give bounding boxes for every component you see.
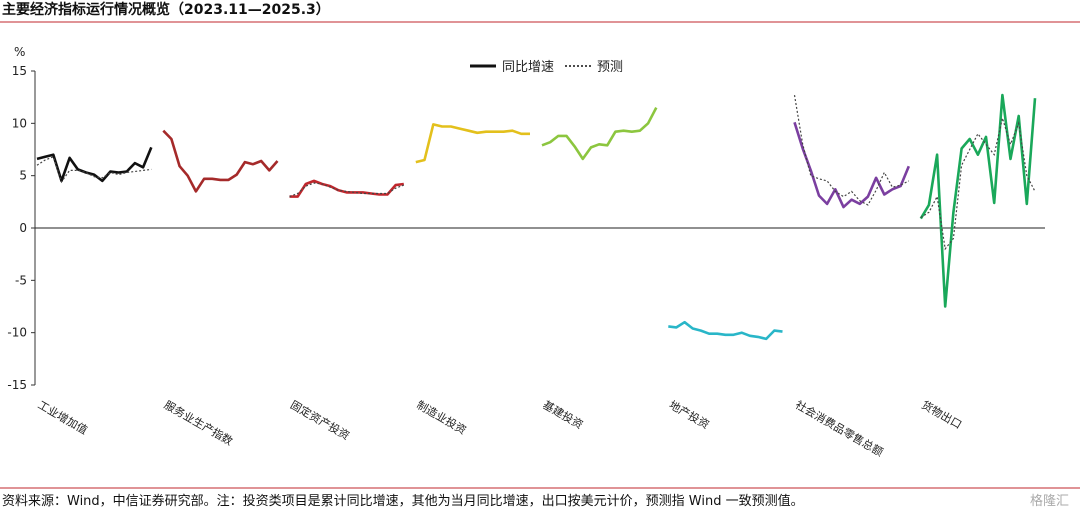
forecast-line [793,95,910,206]
y-tick-label: -15 [7,378,27,392]
series-line [36,146,153,183]
y-tick-label: 0 [19,221,27,235]
x-category-label: 地产投资 [667,397,712,431]
y-tick-label: 10 [12,116,27,130]
x-category-label: 制造业投资 [414,397,469,437]
watermark: 格隆汇 [1030,493,1069,509]
source-note: 资料来源：Wind，中信证券研究部。注：投资类项目是累计同比增速，其他为当月同比… [2,493,804,509]
series-line [668,320,783,341]
series-line [541,106,658,161]
y-tick-label: -5 [15,273,27,287]
x-category-label: 社会消费品零售总额 [793,397,886,459]
x-category-label: 固定资产投资 [288,397,352,442]
x-category-label: 基建投资 [541,397,586,431]
forecast-line [920,115,1036,251]
forecast-line [289,182,405,198]
y-tick-label: 5 [19,169,27,183]
series-line [162,129,279,193]
chart-title: 主要经济指标运行情况概览（2023.11—2025.3） [2,1,330,18]
x-category-label: 工业增加值 [36,397,91,437]
legend-label: 同比增速 [502,60,554,75]
legend-label: 预测 [597,60,623,75]
series-line [289,179,404,198]
x-category-label: 服务业生产指数 [162,397,236,448]
forecast-line [36,156,152,184]
y-tick-label: 15 [12,64,27,78]
y-tick-label: -10 [7,326,27,340]
x-category-label: 货物出口 [919,397,964,431]
series-line [415,123,530,164]
y-unit: % [14,45,25,59]
series-line [793,121,911,209]
